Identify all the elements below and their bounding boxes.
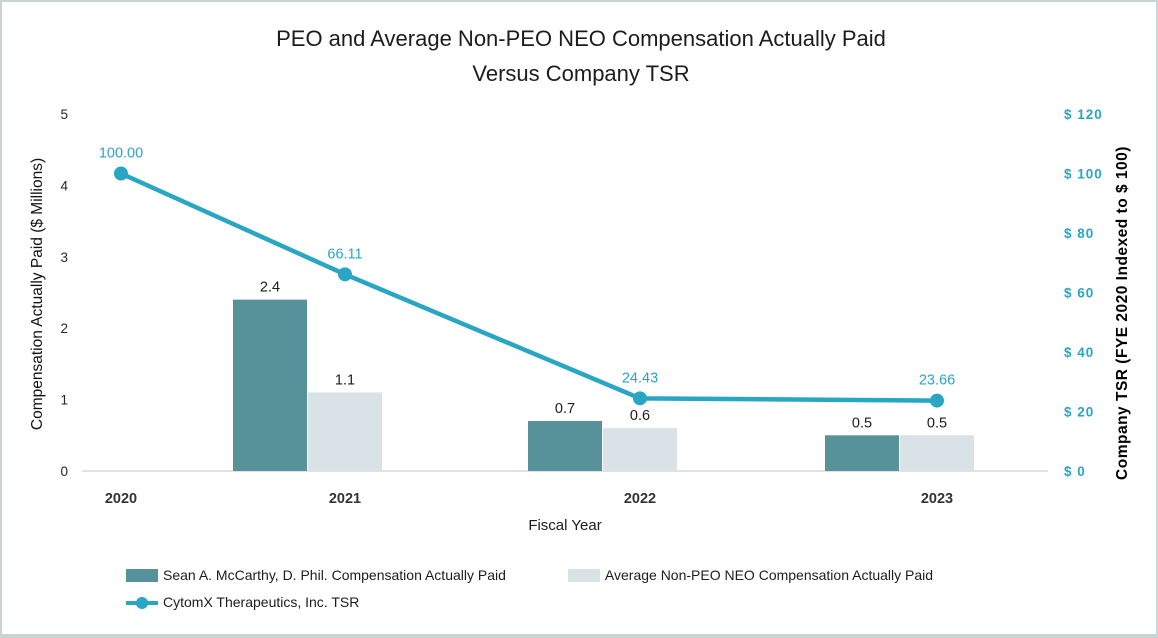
legend-item-tsr: CytomX Therapeutics, Inc. TSR (126, 594, 359, 610)
right-y-axis-ticks: $ 0 $ 20 $ 40 $ 60 $ 80 $ 100 $ 120 (1064, 107, 1103, 479)
chart-title-line-1: PEO and Average Non-PEO NEO Compensation… (276, 26, 886, 51)
tsr-data-labels: 100.00 66.11 24.43 23.66 (99, 146, 955, 389)
chart-title-line-2: Versus Company TSR (472, 61, 689, 86)
bar-peo-2023 (825, 435, 899, 471)
tsr-line-series (114, 166, 944, 408)
tsr-value-label: 66.11 (327, 246, 362, 262)
right-y-tick-label: $ 100 (1064, 167, 1103, 182)
bar-data-labels: 2.4 0.7 0.5 1.1 0.6 0.5 (260, 280, 947, 432)
tsr-point-2020 (114, 166, 128, 181)
tsr-point-2021 (338, 267, 352, 282)
bar-value-label: 1.1 (335, 372, 355, 388)
left-y-axis-title: Compensation Actually Paid ($ Millions) (29, 158, 46, 430)
bar-value-label: 0.6 (630, 408, 650, 424)
bar-value-label: 0.5 (852, 415, 872, 431)
peo-bar-swatch-icon (126, 568, 158, 582)
right-y-tick-label: $ 60 (1064, 286, 1094, 301)
x-axis-tick-labels: 2020 2021 2022 2023 (105, 491, 953, 507)
tsr-line-swatch-icon (126, 596, 158, 609)
bar-nonpeo-2023 (900, 435, 974, 471)
left-y-tick-label: 1 (60, 393, 68, 408)
left-y-axis-ticks: 0 1 2 3 4 5 (60, 107, 68, 479)
tsr-point-2022 (633, 391, 647, 406)
right-y-tick-label: $ 80 (1064, 226, 1094, 241)
tsr-value-label: 24.43 (622, 370, 658, 386)
x-axis-title: Fiscal Year (528, 517, 601, 534)
x-tick-label-2022: 2022 (624, 491, 656, 507)
nonpeo-bar-swatch-icon (567, 568, 600, 582)
bar-series (233, 299, 974, 471)
legend-label-peo: Sean A. McCarthy, D. Phil. Compensation … (163, 567, 506, 583)
legend-label-nonpeo: Average Non-PEO NEO Compensation Actuall… (604, 567, 934, 583)
legend-row-1: Sean A. McCarthy, D. Phil. Compensation … (126, 567, 933, 583)
left-y-tick-label: 2 (60, 321, 68, 336)
legend-item-nonpeo: Average Non-PEO NEO Compensation Actuall… (567, 567, 934, 583)
right-y-tick-label: $ 20 (1064, 405, 1094, 420)
tsr-line (118, 171, 940, 403)
bar-peo-2021 (233, 299, 307, 471)
bar-nonpeo-2021 (308, 392, 382, 471)
tsr-value-label: 23.66 (919, 373, 955, 389)
left-y-tick-label: 0 (60, 464, 68, 479)
right-y-tick-label: $ 40 (1064, 345, 1094, 360)
legend-row-2: CytomX Therapeutics, Inc. TSR (126, 594, 933, 610)
right-y-tick-label: $ 0 (1064, 464, 1086, 479)
x-tick-label-2023: 2023 (921, 491, 953, 507)
left-y-tick-label: 4 (60, 178, 68, 193)
left-y-tick-label: 5 (60, 107, 68, 122)
left-y-tick-label: 3 (60, 250, 68, 265)
x-tick-label-2021: 2021 (329, 491, 361, 507)
bar-nonpeo-2022 (603, 428, 677, 471)
chart-legend: Sean A. McCarthy, D. Phil. Compensation … (126, 567, 933, 610)
bar-value-label: 0.5 (927, 415, 947, 431)
bar-peo-2022 (528, 421, 602, 471)
legend-item-peo: Sean A. McCarthy, D. Phil. Compensation … (126, 567, 506, 583)
right-y-axis-title: Company TSR (FYE 2020 Indexed to $ 100) (1114, 146, 1131, 480)
legend-label-tsr: CytomX Therapeutics, Inc. TSR (163, 594, 360, 610)
bar-value-label: 2.4 (260, 280, 280, 296)
tsr-value-label: 100.00 (99, 146, 143, 162)
right-y-tick-label: $ 120 (1064, 107, 1103, 122)
tsr-point-2023 (930, 393, 944, 408)
x-tick-label-2020: 2020 (105, 491, 137, 507)
bar-value-label: 0.7 (555, 401, 575, 417)
